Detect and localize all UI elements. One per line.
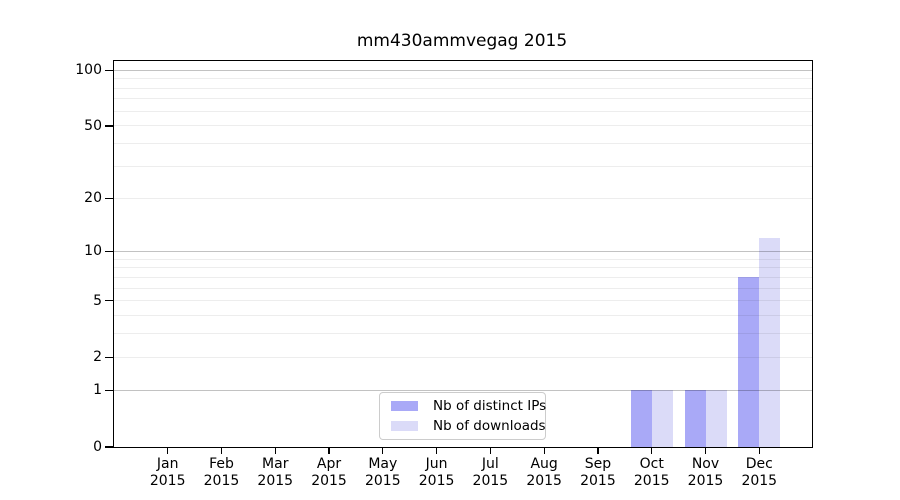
y-ticklabel-100: 100 (75, 62, 102, 79)
year-label: 2015 (311, 473, 347, 489)
bar-nov-distinct-ips (684, 390, 706, 447)
x-ticklabel-nov: Nov 2015 (674, 456, 738, 490)
x-tickmark-jul (489, 447, 491, 454)
y-ticklabel-10: 10 (84, 243, 102, 260)
gridline-30 (114, 166, 812, 168)
legend-item-distinct-ips: Nb of distinct IPs (380, 397, 547, 415)
y-tickmark-100 (105, 69, 113, 71)
y-ticklabel-2: 2 (93, 349, 102, 366)
y-tickmark-0 (105, 446, 113, 448)
y-ticklabel-5: 5 (93, 292, 102, 309)
plot-area: 0 1 2 5 10 20 50 100 Jan 2015 Feb 2015 Mar 2015 Apr 20… (75, 60, 813, 489)
month-label: Feb (209, 456, 234, 472)
bar-oct-distinct-ips (630, 390, 652, 447)
gridline-5 (114, 300, 812, 302)
x-tickmark-apr (328, 447, 330, 454)
year-label: 2015 (580, 473, 616, 489)
gridline-7 (114, 276, 812, 278)
chart-title: mm430ammvegag 2015 (356, 31, 568, 51)
month-label: Nov (691, 456, 720, 472)
x-tickmark-dec (758, 447, 760, 454)
y-ticklabel-50: 50 (84, 117, 102, 134)
bar-dec-distinct-ips (738, 277, 760, 447)
y-tickmark-20 (105, 197, 113, 199)
x-tickmark-sep (597, 447, 599, 454)
month-label: May (368, 456, 398, 472)
month-label: Sep (584, 456, 612, 472)
gridline-3 (114, 333, 812, 335)
year-label: 2015 (418, 473, 455, 489)
month-label: Apr (316, 456, 342, 472)
year-label: 2015 (687, 473, 724, 489)
gridline-80 (114, 87, 812, 89)
x-tickmark-jun (436, 447, 438, 454)
x-tickmark-mar (274, 447, 276, 454)
x-ticklabel-dec: Dec 2015 (727, 456, 791, 490)
y-ticklabel-20: 20 (84, 190, 102, 207)
gridline-60 (114, 110, 812, 112)
x-ticklabel-jun: Jun 2015 (405, 456, 469, 490)
gridline-40 (114, 143, 812, 145)
y-tickmark-5 (105, 300, 113, 302)
x-tickmark-may (382, 447, 384, 454)
month-label: Aug (530, 456, 558, 472)
legend-item-downloads: Nb of downloads (380, 417, 546, 435)
x-ticklabel-feb: Feb 2015 (189, 456, 253, 490)
x-tickmark-feb (220, 447, 223, 454)
month-label: Jul (481, 456, 499, 472)
gridline-10 (114, 250, 812, 252)
year-label: 2015 (526, 473, 562, 489)
x-ticklabel-apr: Apr 2015 (297, 456, 361, 490)
y-ticklabel-0: 0 (93, 439, 102, 455)
x-ticklabel-may: May 2015 (351, 456, 415, 490)
year-label: 2015 (149, 473, 186, 489)
year-label: 2015 (633, 473, 670, 489)
gridline-8 (114, 267, 812, 269)
x-ticklabel-sep: Sep 2015 (566, 456, 630, 490)
x-tickmark-oct (651, 447, 653, 454)
y-ticklabel-1: 1 (93, 382, 102, 399)
x-tickmark-nov (704, 447, 707, 454)
x-ticklabel-oct: Oct 2015 (620, 456, 684, 490)
legend-swatch-downloads (391, 421, 418, 432)
legend-label-downloads: Nb of downloads (433, 418, 546, 435)
legend: Nb of distinct IPs Nb of downloads (379, 392, 546, 440)
legend-swatch-distinct-ips (391, 400, 418, 411)
gridline-4 (114, 315, 812, 317)
x-ticklabel-jan: Jan 2015 (136, 456, 200, 490)
y-tickmark-1 (105, 389, 113, 391)
x-tickmark-aug (543, 447, 545, 454)
year-label: 2015 (472, 473, 509, 489)
x-ticklabel-aug: Aug 2015 (512, 456, 576, 490)
month-label: Jun (425, 456, 448, 472)
gridline-90 (114, 78, 812, 80)
y-tickmark-2 (105, 356, 113, 358)
year-label: 2015 (741, 473, 778, 489)
legend-label-distinct-ips: Nb of distinct IPs (433, 397, 547, 414)
x-ticklabel-mar: Mar 2015 (243, 456, 307, 490)
gridline-6 (114, 287, 812, 289)
gridline-50 (114, 125, 812, 127)
month-label: Mar (262, 456, 289, 472)
gridline-100 (114, 69, 812, 71)
bar-nov-downloads (705, 390, 727, 447)
gridline-2 (114, 356, 812, 358)
x-tickmark-jan (167, 447, 169, 454)
gridline-1 (114, 389, 812, 391)
y-tickmark-50 (105, 125, 113, 127)
year-label: 2015 (364, 473, 401, 489)
bar-oct-downloads (651, 390, 673, 447)
month-label: Oct (639, 456, 664, 472)
year-label: 2015 (203, 473, 240, 489)
y-tickmark-10 (105, 250, 113, 252)
gridline-20 (114, 197, 812, 199)
x-ticklabel-jul: Jul 2015 (458, 456, 522, 490)
month-label: Jan (156, 456, 179, 472)
gridline-70 (114, 98, 812, 100)
bar-dec-downloads (759, 237, 781, 447)
year-label: 2015 (257, 473, 294, 489)
gridline-9 (114, 258, 812, 260)
month-label: Dec (745, 456, 773, 472)
